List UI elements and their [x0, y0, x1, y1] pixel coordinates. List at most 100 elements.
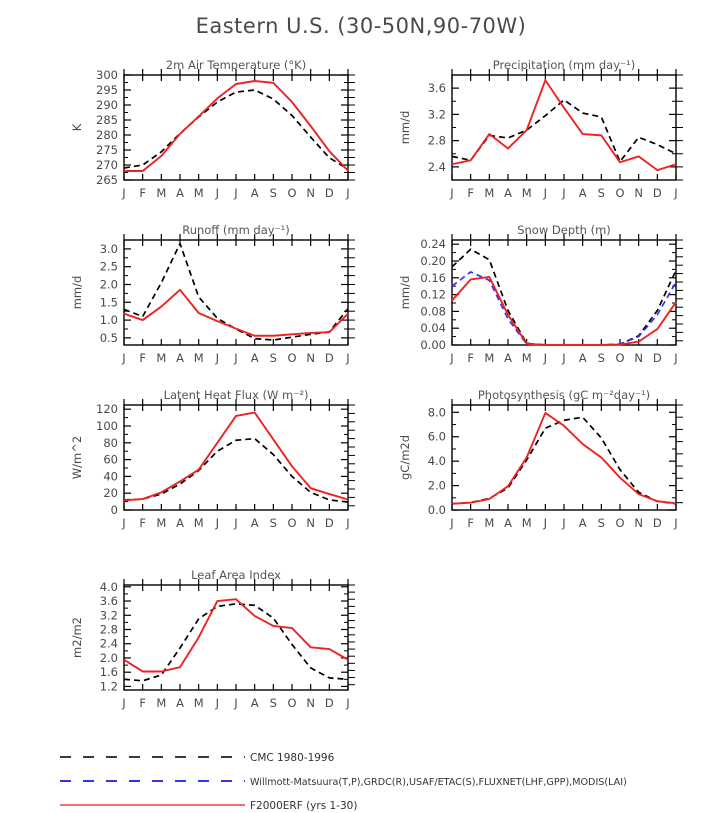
y-tick-label: 120: [96, 402, 118, 416]
y-axis-label-leaf-area-index: m2/m2: [70, 617, 84, 658]
x-tick-label-month: J: [215, 351, 219, 365]
y-tick-label: 0.16: [420, 271, 446, 285]
y-axis-label-air-temperature: K: [70, 123, 84, 131]
x-tick-label-month: A: [504, 351, 512, 365]
y-tick-label: 1.0: [100, 313, 118, 327]
x-tick-label-month: O: [615, 516, 624, 530]
series-line-snow-depth-2: [451, 276, 677, 346]
y-tick-label: 280: [96, 128, 118, 142]
figure-title: Eastern U.S. (30-50N,90-70W): [196, 14, 527, 38]
x-tick-label-month: D: [653, 516, 662, 530]
x-tick-label-month: N: [306, 186, 315, 200]
x-tick-label-month: F: [467, 186, 474, 200]
series-line-leaf-area-index-1: [123, 598, 349, 673]
x-tick-label-month: S: [598, 186, 605, 200]
x-tick-label-month: N: [306, 516, 315, 530]
y-tick-label: 4.0: [100, 580, 118, 594]
x-tick-label-month: O: [287, 186, 296, 200]
x-tick-label-month: N: [634, 351, 643, 365]
x-tick-label-month: J: [233, 516, 237, 530]
x-tick-label-month: M: [522, 516, 532, 530]
y-tick-label: 2.5: [100, 260, 118, 274]
x-tick-label-month: A: [579, 516, 587, 530]
y-tick-label: 2.4: [428, 160, 446, 174]
x-tick-label-month: A: [579, 351, 587, 365]
x-tick-label-month: J: [543, 516, 547, 530]
x-tick-label-month: O: [287, 696, 296, 710]
x-tick-label-month: J: [673, 516, 677, 530]
y-tick-label: 40: [103, 469, 118, 483]
y-tick-label: 300: [96, 68, 118, 82]
y-axis-label-runoff: mm/d: [70, 276, 84, 310]
x-tick-label-month: J: [345, 516, 349, 530]
x-tick-label-month: A: [251, 696, 259, 710]
y-tick-label: 265: [96, 173, 118, 187]
legend-label-0: CMC 1980-1996: [250, 752, 335, 764]
x-tick-label-month: F: [139, 351, 146, 365]
x-tick-label-month: J: [215, 516, 219, 530]
x-tick-label-month: D: [653, 351, 662, 365]
series-line-runoff-1: [123, 288, 349, 337]
x-tick-label-month: M: [484, 351, 494, 365]
panel-snow-depth: Snow Depth (m) mm/d 0.00 0.04 0.08 0.12 0.16 0.…: [398, 223, 683, 365]
panel-group: 2m Air Temperature (°K)K2652702752802852…: [70, 58, 683, 710]
y-tick-label: 0.12: [420, 288, 446, 302]
panel-title-snow-depth: Snow Depth (m): [517, 223, 611, 237]
y-tick-label: 80: [103, 436, 118, 450]
x-tick-label-month: O: [287, 351, 296, 365]
y-tick-label: 2.0: [100, 651, 118, 665]
x-tick-label-month: F: [139, 696, 146, 710]
x-tick-label-month: S: [270, 516, 277, 530]
series-line-latent-heat-flux-1: [123, 411, 349, 502]
y-tick-label: 4.0: [428, 454, 446, 468]
y-tick-label: 2.8: [100, 622, 118, 636]
series-line-precipitation-1: [451, 79, 677, 172]
x-tick-label-month: A: [504, 186, 512, 200]
x-tick-label-month: J: [233, 351, 237, 365]
x-tick-label-month: J: [673, 186, 677, 200]
x-tick-label-month: A: [176, 696, 184, 710]
y-tick-label: 60: [103, 453, 118, 467]
y-tick-label: 275: [96, 143, 118, 157]
x-tick-label-month: J: [345, 351, 349, 365]
y-axis-label-snow-depth: mm/d: [398, 276, 412, 310]
y-tick-label: 270: [96, 158, 118, 172]
x-tick-label-month: J: [449, 516, 453, 530]
y-tick-label: 3.6: [100, 594, 118, 608]
y-tick-label: 0.04: [420, 321, 446, 335]
x-tick-label-month: M: [156, 186, 166, 200]
x-tick-label-month: S: [598, 516, 605, 530]
x-tick-label-month: M: [194, 696, 204, 710]
x-tick-label-month: M: [484, 186, 494, 200]
x-tick-label-month: M: [522, 186, 532, 200]
y-tick-label: 285: [96, 113, 118, 127]
y-tick-label: 1.5: [100, 295, 118, 309]
x-tick-label-month: M: [194, 186, 204, 200]
series-line-runoff-0: [123, 242, 349, 341]
x-tick-label-month: J: [543, 186, 547, 200]
series-line-photosynthesis-0: [451, 416, 677, 505]
x-tick-label-month: J: [233, 186, 237, 200]
y-tick-label: 0.0: [428, 503, 446, 517]
x-tick-label-month: J: [561, 351, 565, 365]
x-tick-label-month: J: [561, 186, 565, 200]
y-tick-label: 1.6: [100, 665, 118, 679]
x-tick-label-month: J: [345, 696, 349, 710]
x-tick-label-month: J: [215, 186, 219, 200]
y-axis-label-precipitation: mm/d: [398, 111, 412, 145]
y-tick-label: 6.0: [428, 430, 446, 444]
y-tick-label: 20: [103, 486, 118, 500]
legend: CMC 1980-1996 Willmott-Matsuura(T,P),GRDC…: [60, 752, 627, 812]
y-tick-label: 2.0: [428, 479, 446, 493]
y-tick-label: 8.0: [428, 405, 446, 419]
y-tick-label: 0.5: [100, 331, 118, 345]
panel-precipitation: Precipitation (mm day⁻¹) mm/d 2.4 2.8 3.2 3.6…: [398, 58, 683, 200]
x-tick-label-month: A: [579, 186, 587, 200]
x-tick-label-month: A: [176, 516, 184, 530]
y-tick-label: 0: [111, 503, 118, 517]
x-tick-label-month: N: [634, 186, 643, 200]
x-tick-label-month: O: [287, 516, 296, 530]
y-tick-label: 3.0: [100, 242, 118, 256]
x-tick-label-month: A: [251, 516, 259, 530]
y-tick-label: 3.2: [428, 107, 446, 121]
